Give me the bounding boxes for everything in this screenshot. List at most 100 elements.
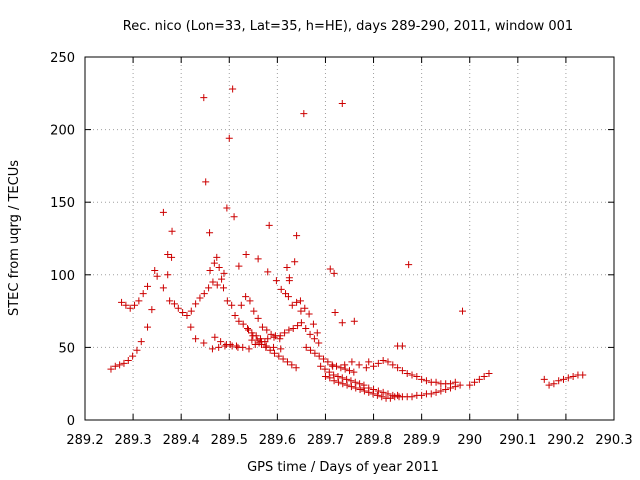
x-tick-label: 289.8 xyxy=(355,433,392,448)
data-point xyxy=(297,307,305,315)
data-point xyxy=(116,361,124,369)
data-point xyxy=(365,358,373,366)
data-point xyxy=(555,377,563,385)
plot-area xyxy=(84,56,615,421)
grid-lines xyxy=(85,57,614,420)
data-point xyxy=(144,282,152,290)
data-point xyxy=(255,339,263,347)
data-points xyxy=(107,85,587,402)
data-point xyxy=(292,364,300,372)
data-point xyxy=(271,332,279,340)
data-point xyxy=(202,178,210,186)
data-point xyxy=(446,384,454,392)
data-point xyxy=(206,266,214,274)
data-point xyxy=(168,253,176,261)
x-tick-label: 290.1 xyxy=(499,433,536,448)
data-point xyxy=(408,393,416,401)
data-point xyxy=(331,309,339,317)
data-point xyxy=(179,309,187,317)
data-point xyxy=(242,293,250,301)
data-point xyxy=(205,284,213,292)
data-point xyxy=(370,362,378,370)
data-point xyxy=(225,134,233,142)
data-point xyxy=(343,381,351,389)
data-point xyxy=(248,336,256,344)
data-point xyxy=(451,383,459,391)
data-point xyxy=(270,343,278,351)
data-point xyxy=(250,307,258,315)
data-point xyxy=(277,285,285,293)
data-point xyxy=(297,319,305,327)
data-point xyxy=(249,332,257,340)
data-point xyxy=(384,390,392,398)
x-tick-label: 289.6 xyxy=(259,433,296,448)
data-point xyxy=(200,94,208,102)
data-point xyxy=(545,381,553,389)
data-point xyxy=(237,301,245,309)
data-point xyxy=(330,377,338,385)
data-point xyxy=(220,269,228,277)
data-point xyxy=(217,338,225,346)
data-point xyxy=(320,355,328,363)
data-point xyxy=(251,340,259,348)
data-point xyxy=(285,277,293,285)
data-point xyxy=(120,359,128,367)
data-point xyxy=(338,319,346,327)
data-point xyxy=(350,317,358,325)
data-point xyxy=(313,329,321,337)
data-point xyxy=(245,326,253,334)
data-point xyxy=(550,380,558,388)
data-point xyxy=(370,386,378,394)
data-point xyxy=(296,297,304,305)
data-point xyxy=(234,343,242,351)
data-point xyxy=(408,371,416,379)
x-tick-label: 289.4 xyxy=(163,433,200,448)
data-point xyxy=(355,361,363,369)
data-point xyxy=(293,232,301,240)
data-point xyxy=(254,314,262,322)
data-point xyxy=(437,387,445,395)
data-point xyxy=(159,208,167,216)
data-point xyxy=(200,290,208,298)
data-point xyxy=(151,266,159,274)
data-point xyxy=(374,359,382,367)
data-point xyxy=(389,361,397,369)
data-point xyxy=(294,322,302,330)
data-point xyxy=(229,85,237,93)
data-point xyxy=(174,304,182,312)
data-point xyxy=(560,375,568,383)
x-tick-label: 289.5 xyxy=(211,433,248,448)
data-point xyxy=(302,343,310,351)
data-point xyxy=(213,253,221,261)
data-point xyxy=(293,298,301,306)
data-point xyxy=(315,352,323,360)
data-point xyxy=(394,391,402,399)
data-point xyxy=(347,383,355,391)
data-point xyxy=(365,384,373,392)
data-point xyxy=(231,311,239,319)
data-point xyxy=(215,343,223,351)
data-point xyxy=(144,323,152,331)
data-point xyxy=(209,278,217,286)
data-point xyxy=(288,361,296,369)
data-point xyxy=(244,325,252,333)
data-point xyxy=(403,370,411,378)
data-point xyxy=(326,265,334,273)
data-point xyxy=(187,307,195,315)
data-point xyxy=(338,99,346,107)
data-point xyxy=(275,352,283,360)
data-point xyxy=(334,378,342,386)
data-point xyxy=(321,365,329,373)
data-point xyxy=(311,349,319,357)
data-point xyxy=(480,372,488,380)
data-point xyxy=(246,297,254,305)
y-tick-label: 0 xyxy=(67,414,75,429)
data-point xyxy=(315,339,323,347)
data-point xyxy=(466,381,474,389)
data-point xyxy=(129,352,137,360)
data-point xyxy=(228,342,236,350)
data-point xyxy=(124,356,132,364)
data-point xyxy=(270,349,278,357)
data-point xyxy=(384,358,392,366)
y-tick-label: 100 xyxy=(50,269,75,284)
